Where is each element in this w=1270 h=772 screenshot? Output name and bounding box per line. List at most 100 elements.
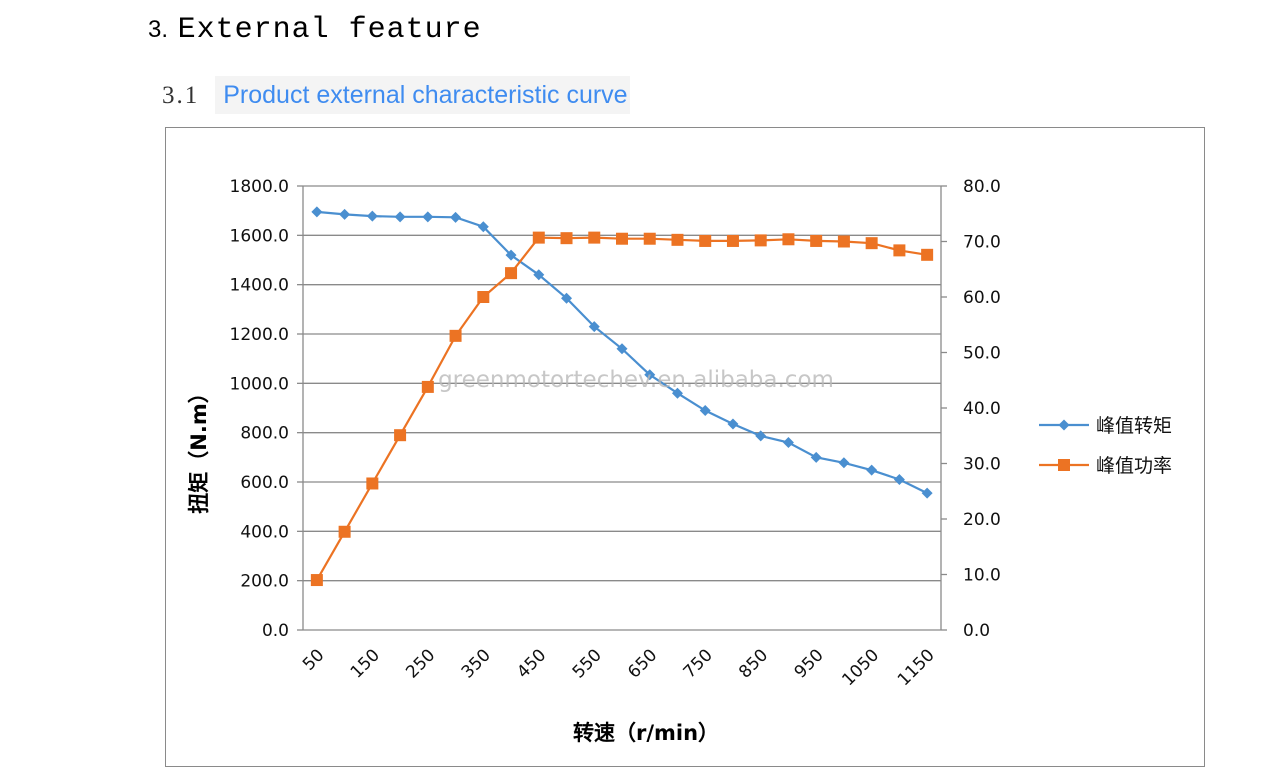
torque-point <box>394 211 406 223</box>
left-y-tick-label: 0.0 <box>262 621 289 641</box>
watermark: greenmotortechev.en.alibaba.com <box>438 367 834 393</box>
power-point <box>726 234 739 247</box>
power-point <box>893 244 906 257</box>
x-tick-label: 850 <box>735 645 772 682</box>
x-tick-label: 1050 <box>838 645 883 690</box>
torque-point <box>782 437 794 449</box>
power-point <box>505 267 518 280</box>
x-tick-label: 1150 <box>894 645 939 690</box>
torque-point <box>893 474 905 486</box>
y-axis-label: 扭矩（N.m） <box>187 382 211 513</box>
characteristic-chart: 0.0 200.0 400.0 600.0 800.0 1000.0 1200.0 1400.… <box>187 177 1172 745</box>
legend-label: 峰值转矩 <box>1096 415 1172 437</box>
torque-point <box>366 210 378 222</box>
power-point <box>366 477 379 490</box>
grid-lines <box>303 185 941 582</box>
subsection-number: 3.1 <box>162 82 200 109</box>
left-y-tick-label: 1600.0 <box>230 226 289 246</box>
power-point <box>532 231 545 244</box>
torque-point <box>588 321 600 333</box>
right-y-tick-label: 10.0 <box>963 566 1001 586</box>
torque-point <box>727 418 739 430</box>
power-point <box>837 235 850 248</box>
torque-point <box>422 211 434 223</box>
section-title: External feature <box>177 13 482 47</box>
right-y-tick-label: 20.0 <box>963 510 1001 530</box>
torque-point <box>533 269 545 281</box>
right-y-tick-label: 70.0 <box>963 233 1001 253</box>
left-y-tick-labels: 0.0 200.0 400.0 600.0 800.0 1000.0 1200.0 1400.… <box>230 177 289 641</box>
left-y-tick-label: 200.0 <box>240 572 289 592</box>
torque-point <box>339 208 351 220</box>
left-y-tick-label: 800.0 <box>240 424 289 444</box>
left-y-tick-label: 1800.0 <box>230 177 289 197</box>
right-y-tick-label: 50.0 <box>963 344 1001 364</box>
torque-point <box>311 206 323 218</box>
right-y-tick-label: 40.0 <box>963 399 1001 419</box>
torque-point <box>921 487 933 499</box>
power-point <box>616 232 628 245</box>
power-point <box>921 248 934 261</box>
power-point <box>643 232 656 245</box>
torque-point <box>838 457 850 469</box>
torque-point <box>755 430 767 442</box>
legend-label: 峰值功率 <box>1096 455 1172 477</box>
torque-point <box>866 464 878 476</box>
series-line <box>315 236 928 581</box>
subsection-heading: 3.1 Product external characteristic curve <box>162 76 630 115</box>
x-tick-label: 650 <box>624 645 661 682</box>
x-tick-label: 350 <box>458 645 495 682</box>
x-tick-labels: 50 150 250 350 450 550 650 750 850 950 1050 1150 <box>299 645 939 690</box>
power-point <box>865 237 878 250</box>
power-point <box>310 574 323 587</box>
right-y-tick-label: 30.0 <box>963 455 1001 475</box>
left-y-tick-label: 1000.0 <box>230 374 289 394</box>
power-point <box>394 429 407 442</box>
x-tick-label: 750 <box>680 645 717 682</box>
legend-marker <box>1058 419 1070 431</box>
torque-point <box>616 343 628 355</box>
torque-point <box>561 292 573 304</box>
torque-point <box>450 211 462 223</box>
x-tick-label: 250 <box>402 645 439 682</box>
power-point <box>810 234 823 247</box>
x-axis-label: 转速（r/min） <box>573 721 719 745</box>
torque-point <box>671 387 683 399</box>
power-point <box>588 231 601 244</box>
power-point <box>449 329 462 342</box>
torque-point <box>477 221 489 233</box>
torque-point <box>810 451 822 463</box>
left-y-tick-label: 1400.0 <box>230 276 289 296</box>
x-tick-label: 550 <box>569 645 606 682</box>
x-tick-label: 950 <box>791 645 828 682</box>
power-point <box>560 232 573 245</box>
left-y-tick-label: 1200.0 <box>230 325 289 345</box>
subsection-title: Product external characteristic curve <box>215 76 630 114</box>
left-y-tick-label: 400.0 <box>240 522 289 542</box>
right-y-tick-label: 0.0 <box>963 621 990 641</box>
legend-marker <box>1058 459 1070 471</box>
power-point <box>699 234 712 247</box>
chart-frame: 0.0 200.0 400.0 600.0 800.0 1000.0 1200.0 1400.… <box>165 127 1205 767</box>
x-tick-label: 150 <box>347 645 384 682</box>
power-point <box>782 233 795 246</box>
series-layer <box>310 206 934 587</box>
power-point <box>754 234 767 247</box>
right-y-tick-label: 60.0 <box>963 288 1001 308</box>
right-y-tick-label: 80.0 <box>963 177 1001 197</box>
torque-point <box>505 249 517 261</box>
section-heading: 3. External feature <box>148 8 482 50</box>
x-tick-label: 50 <box>299 645 328 674</box>
left-y-tick-label: 600.0 <box>240 473 289 493</box>
axes <box>297 185 947 631</box>
section-number: 3. <box>148 16 169 43</box>
torque-point <box>644 369 656 381</box>
power-point <box>421 380 434 393</box>
power-point <box>338 525 351 538</box>
power-point <box>477 291 490 303</box>
right-y-tick-labels: 0.0 10.0 20.0 30.0 40.0 50.0 60.0 70.0 80.0 <box>963 177 1001 641</box>
torque-point <box>699 404 711 416</box>
x-tick-label: 450 <box>513 645 550 682</box>
power-point <box>671 233 684 246</box>
